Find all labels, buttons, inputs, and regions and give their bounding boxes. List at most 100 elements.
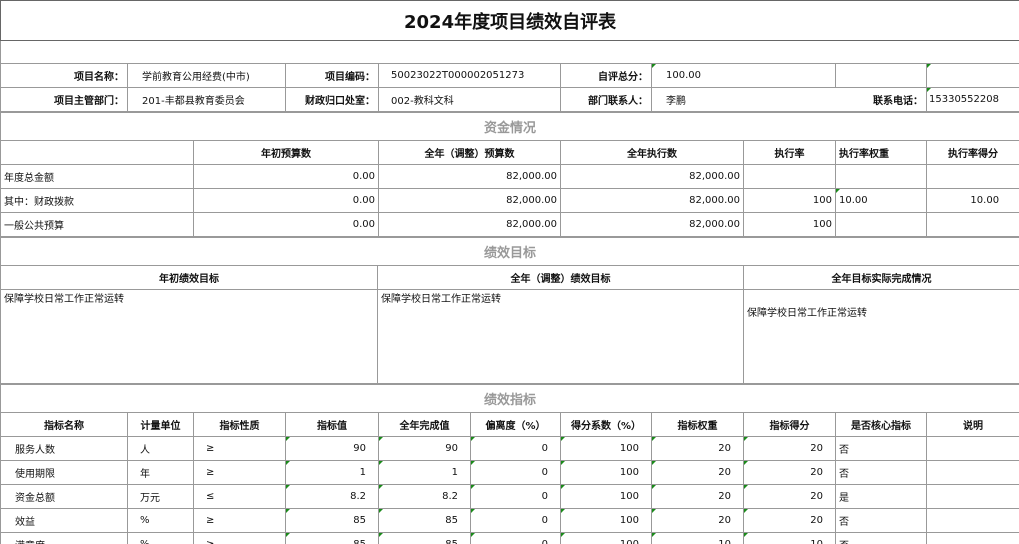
indicator-cell[interactable]: 10: [743, 532, 836, 544]
score-label: 自评总分：: [560, 63, 652, 88]
funds-cell[interactable]: [835, 164, 927, 189]
project-code-label: 项目编码：: [285, 63, 379, 88]
indicator-header: 指标名称: [0, 412, 128, 437]
indicator-cell[interactable]: 0: [470, 460, 561, 485]
funds-row: 年度总金额 0.00 82,000.00 82,000.00: [0, 164, 1019, 189]
funds-cell[interactable]: [925, 212, 1019, 237]
indicator-cell[interactable]: %: [127, 532, 194, 544]
funds-section-title: 资金情况: [0, 112, 1019, 141]
score-value[interactable]: 100.00: [651, 63, 836, 88]
indicator-cell[interactable]: 0: [470, 508, 561, 533]
initial-goal[interactable]: 保障学校日常工作正常运转: [0, 289, 378, 384]
indicator-cell[interactable]: 服务人数: [0, 436, 128, 461]
indicator-cell[interactable]: 20: [743, 460, 836, 485]
indicator-cell[interactable]: 8.2: [285, 484, 379, 509]
funds-row: 一般公共预算 0.00 82,000.00 82,000.00 100: [0, 212, 1019, 237]
indicator-cell[interactable]: 85: [378, 532, 471, 544]
indicator-cell[interactable]: [925, 532, 1019, 544]
adjusted-goal[interactable]: 保障学校日常工作正常运转: [377, 289, 744, 384]
funds-cell[interactable]: 82,000.00: [560, 164, 744, 189]
funds-cell[interactable]: 10.00: [925, 188, 1019, 213]
indicator-cell[interactable]: 使用期限: [0, 460, 128, 485]
funds-cell[interactable]: 0.00: [193, 188, 379, 213]
funds-row: 其中：财政拨款 0.00 82,000.00 82,000.00 100 10.00 10.…: [0, 188, 1019, 213]
indicator-cell[interactable]: 8.2: [378, 484, 471, 509]
indicator-cell[interactable]: [925, 484, 1019, 509]
indicator-cell[interactable]: ≥: [193, 508, 286, 533]
indicator-cell[interactable]: 0: [470, 532, 561, 544]
indicator-cell[interactable]: 0: [470, 436, 561, 461]
indicator-cell[interactable]: 85: [285, 508, 379, 533]
indicator-cell[interactable]: 10: [651, 532, 744, 544]
indicator-cell[interactable]: 85: [378, 508, 471, 533]
funds-cell[interactable]: [835, 212, 927, 237]
funds-cell[interactable]: 82,000.00: [378, 188, 561, 213]
indicator-cell[interactable]: 90: [378, 436, 471, 461]
indicator-cell[interactable]: ≤: [193, 484, 286, 509]
indicator-cell[interactable]: 否: [835, 460, 927, 485]
indicator-cell[interactable]: ≥: [193, 460, 286, 485]
indicator-cell[interactable]: 效益: [0, 508, 128, 533]
funds-cell[interactable]: 100: [743, 188, 836, 213]
funds-cell[interactable]: 82,000.00: [378, 164, 561, 189]
indicator-cell[interactable]: 85: [285, 532, 379, 544]
indicator-cell[interactable]: %: [127, 508, 194, 533]
indicator-cell[interactable]: 万元: [127, 484, 194, 509]
indicator-cell[interactable]: ≥: [193, 532, 286, 544]
funds-cell[interactable]: 其中：财政拨款: [0, 188, 194, 213]
phone-value[interactable]: 15330552208: [925, 87, 1019, 112]
indicators-section-title: 绩效指标: [0, 384, 1019, 413]
funds-cell[interactable]: 10.00: [835, 188, 927, 213]
funds-cell[interactable]: 一般公共预算: [0, 212, 194, 237]
actual-completion[interactable]: 保障学校日常工作正常运转: [743, 289, 1019, 384]
funds-cell[interactable]: 0.00: [193, 164, 379, 189]
project-code-value[interactable]: 50023022T000002051273: [378, 63, 561, 88]
funds-header: 执行率: [743, 140, 836, 165]
indicator-cell[interactable]: 1: [378, 460, 471, 485]
office-value[interactable]: 002-教科文科: [378, 87, 561, 112]
indicator-cell[interactable]: 1: [285, 460, 379, 485]
indicator-cell[interactable]: 20: [651, 460, 744, 485]
indicator-cell[interactable]: 100: [560, 460, 652, 485]
indicator-cell[interactable]: 否: [835, 532, 927, 544]
goals-header: 全年目标实际完成情况: [743, 265, 1019, 290]
indicator-cell[interactable]: 否: [835, 508, 927, 533]
indicator-cell[interactable]: 100: [560, 436, 652, 461]
dept-value[interactable]: 201-丰都县教育委员会: [127, 87, 286, 112]
funds-cell[interactable]: 82,000.00: [560, 212, 744, 237]
indicator-cell[interactable]: 否: [835, 436, 927, 461]
funds-cell[interactable]: [925, 164, 1019, 189]
indicator-cell[interactable]: [925, 436, 1019, 461]
funds-cell[interactable]: 82,000.00: [378, 212, 561, 237]
indicator-cell[interactable]: 20: [743, 508, 836, 533]
funds-cell[interactable]: 0.00: [193, 212, 379, 237]
project-name-value[interactable]: 学前教育公用经费(中市): [127, 63, 286, 88]
indicator-cell[interactable]: ≥: [193, 436, 286, 461]
indicator-cell[interactable]: 是: [835, 484, 927, 509]
indicator-cell[interactable]: 20: [651, 484, 744, 509]
indicator-cell[interactable]: 90: [285, 436, 379, 461]
indicator-cell[interactable]: 20: [743, 436, 836, 461]
indicator-cell[interactable]: 20: [651, 508, 744, 533]
indicator-cell[interactable]: 100: [560, 484, 652, 509]
indicator-cell[interactable]: 0: [470, 484, 561, 509]
indicator-cell[interactable]: 100: [560, 532, 652, 544]
funds-cell[interactable]: 82,000.00: [560, 188, 744, 213]
contact-value[interactable]: 李鹏: [651, 87, 836, 112]
funds-cell[interactable]: [743, 164, 836, 189]
indicator-cell[interactable]: 20: [743, 484, 836, 509]
indicator-cell[interactable]: 人: [127, 436, 194, 461]
indicator-cell[interactable]: 满意度: [0, 532, 128, 544]
indicator-cell[interactable]: 100: [560, 508, 652, 533]
indicator-header: 得分系数（%）: [560, 412, 652, 437]
indicator-cell[interactable]: [925, 460, 1019, 485]
indicator-cell[interactable]: 20: [651, 436, 744, 461]
indicator-cell[interactable]: 年: [127, 460, 194, 485]
funds-cell[interactable]: 年度总金额: [0, 164, 194, 189]
indicator-cell[interactable]: 资金总额: [0, 484, 128, 509]
indicator-cell[interactable]: [925, 508, 1019, 533]
office-label: 财政归口处室：: [285, 87, 379, 112]
empty-cell[interactable]: [835, 63, 927, 88]
funds-cell[interactable]: 100: [743, 212, 836, 237]
empty-cell[interactable]: [925, 63, 1019, 88]
